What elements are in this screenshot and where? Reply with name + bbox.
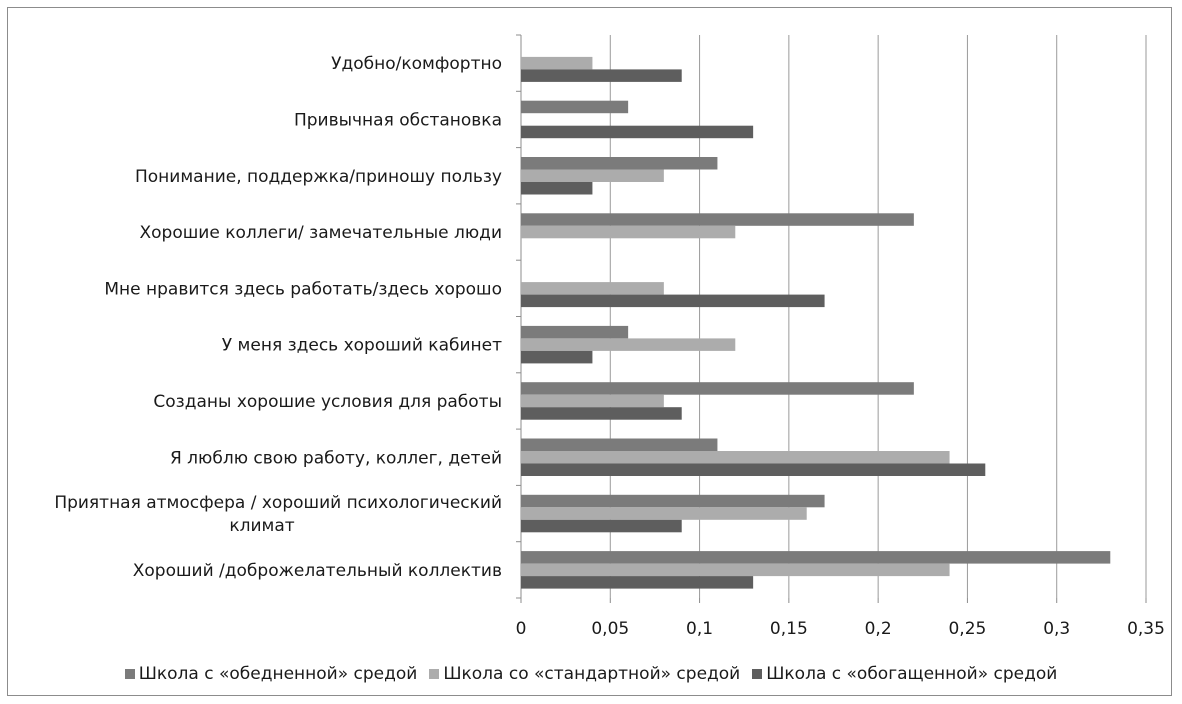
bar — [521, 69, 682, 82]
category-label: Я люблю свою работу, коллег, детей — [170, 448, 502, 468]
category-label: Хороший /доброжелательный коллектив — [133, 561, 502, 581]
bar — [521, 157, 718, 170]
legend-item-rich: Школа с «обогащенной» средой — [752, 664, 1057, 684]
bar — [521, 169, 664, 182]
bar — [521, 407, 682, 420]
category-label: Понимание, поддержка/приношу пользу — [135, 167, 502, 187]
legend-item-standard: Школа со «стандартной» средой — [429, 664, 740, 684]
category-label: Мне нравится здесь работать/здесь хорошо — [104, 279, 502, 299]
bar — [521, 294, 825, 308]
bar — [521, 519, 682, 533]
x-tick-label: 0,1 — [686, 619, 713, 639]
bar — [521, 325, 629, 339]
category-label: климат — [229, 516, 294, 536]
bar — [521, 338, 736, 351]
category-label: Приятная атмосфера / хороший психологиче… — [54, 493, 502, 513]
category-label: У меня здесь хороший кабинет — [222, 336, 502, 356]
x-tick-label: 0,25 — [948, 619, 986, 639]
legend-label-rich: Школа с «обогащенной» средой — [766, 664, 1058, 684]
legend-swatch-rich — [752, 669, 763, 679]
category-label: Удобно/комфортно — [331, 54, 502, 74]
bar — [521, 451, 950, 464]
bar — [521, 282, 664, 295]
chart-legend: Школа с «обедненной» средой Школа со «ст… — [0, 664, 1182, 684]
bar — [521, 394, 664, 408]
bar — [521, 350, 593, 364]
legend-swatch-standard — [429, 669, 440, 679]
bar — [521, 507, 807, 520]
bar — [521, 225, 736, 239]
x-tick-label: 0,3 — [1043, 619, 1070, 639]
x-tick-label: 0,2 — [865, 619, 892, 639]
bar — [521, 56, 593, 70]
category-label: Созданы хорошие условия для работы — [153, 392, 502, 412]
bar — [521, 382, 914, 395]
category-label: Хорошие коллеги/ замечательные люди — [139, 223, 502, 243]
bar — [521, 576, 754, 589]
legend-label-poor: Школа с «обедненной» средой — [138, 664, 418, 684]
bar — [521, 213, 914, 226]
x-tick-label: 0,15 — [770, 619, 808, 639]
bar — [521, 563, 950, 577]
category-label: Привычная обстановка — [294, 110, 502, 130]
bar — [521, 551, 1111, 564]
bar — [521, 494, 825, 508]
bar — [521, 125, 754, 139]
bar — [521, 463, 986, 476]
legend-item-poor: Школа с «обедненной» средой — [124, 664, 418, 684]
bar — [521, 100, 629, 114]
bar — [521, 182, 593, 195]
x-tick-label: 0,05 — [591, 619, 629, 639]
x-tick-label: 0,35 — [1127, 619, 1165, 639]
x-tick-label: 0 — [516, 619, 527, 639]
bar — [521, 438, 718, 451]
legend-label-standard: Школа со «стандартной» средой — [443, 664, 741, 684]
legend-swatch-poor — [124, 669, 135, 679]
